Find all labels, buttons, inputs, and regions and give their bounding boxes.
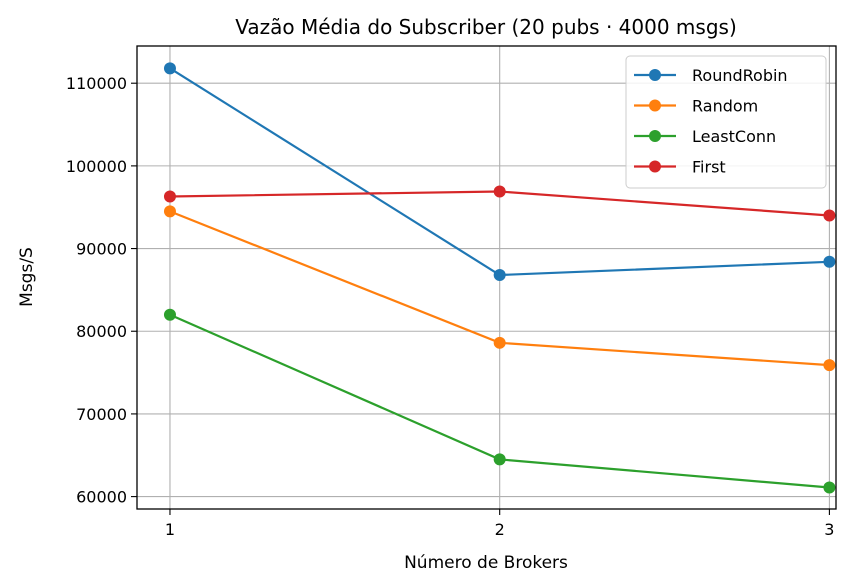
data-point-random	[823, 359, 836, 372]
data-point-first	[493, 185, 506, 198]
x-tick-label: 3	[824, 520, 834, 539]
grid	[137, 46, 836, 509]
data-point-leastconn	[493, 453, 506, 466]
y-tick-label: 60000	[76, 488, 127, 507]
x-axis-label: Número de Brokers	[404, 553, 568, 573]
data-point-roundrobin	[493, 269, 506, 282]
legend: RoundRobin Random LeastConn First	[625, 55, 827, 189]
data-point-roundrobin	[823, 255, 836, 268]
legend-marker	[649, 99, 661, 112]
x-tick-label: 2	[495, 520, 505, 539]
y-tick-label: 90000	[76, 240, 127, 259]
x-tick-label: 1	[165, 520, 175, 539]
legend-item-random: Random	[634, 97, 758, 116]
series-layer	[163, 62, 836, 494]
y-tick-label: 80000	[76, 322, 127, 341]
legend-label: Random	[692, 97, 758, 116]
data-point-roundrobin	[163, 62, 176, 75]
data-point-first	[163, 190, 176, 203]
legend-item-leastconn: LeastConn	[634, 127, 776, 146]
series-roundrobin	[163, 62, 836, 282]
chart-title: Vazão Média do Subscriber (20 pubs · 400…	[235, 15, 737, 39]
legend-label: LeastConn	[692, 127, 776, 146]
y-tick-label: 70000	[76, 405, 127, 424]
data-point-leastconn	[823, 481, 836, 494]
data-point-leastconn	[163, 308, 176, 321]
y-tick-label: 100000	[66, 157, 127, 176]
data-point-first	[823, 209, 836, 222]
series-random	[163, 205, 836, 372]
legend-label: First	[692, 158, 726, 177]
plot-frame	[136, 45, 837, 510]
legend-item-first: First	[634, 158, 726, 177]
y-axis-label: Msgs/S	[17, 247, 37, 307]
series-leastconn	[163, 308, 836, 494]
legend-marker	[649, 69, 661, 81]
legend-marker	[649, 130, 661, 142]
legend-box	[625, 55, 827, 189]
data-point-random	[163, 205, 176, 218]
legend-marker	[649, 160, 661, 173]
series-first	[163, 185, 836, 222]
legend-item-roundrobin: RoundRobin	[634, 66, 788, 85]
data-point-random	[493, 336, 506, 349]
tick-layer: 1 2 3 60000 70000 80000 90000 100000 110000	[66, 74, 835, 539]
y-tick-label: 110000	[66, 74, 127, 93]
legend-label: RoundRobin	[692, 66, 788, 85]
